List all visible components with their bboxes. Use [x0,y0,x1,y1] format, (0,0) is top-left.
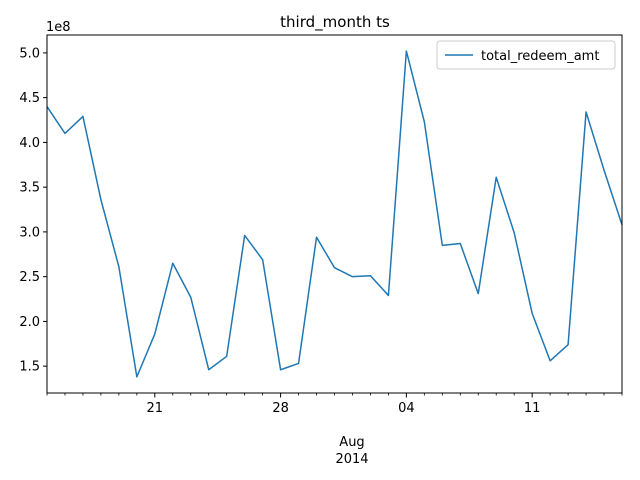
y-tick-label: 3.0 [19,225,40,240]
x-tick-label: 28 [272,401,289,416]
y-tick-label: 2.5 [19,270,40,285]
x-tick-label: 04 [398,401,415,416]
x-year-label: 2014 [335,452,368,467]
y-tick-label: 4.5 [19,91,40,106]
legend: total_redeem_amt [436,40,616,70]
x-tick-label: 21 [147,401,164,416]
x-month-label: Aug [339,435,364,450]
plot-frame [46,34,623,394]
y-tick-label: 2.0 [19,315,40,330]
y-tick-label: 4.0 [19,136,40,151]
y-tick-label: 1.5 [19,360,40,375]
y-tick-label: 3.5 [19,181,40,196]
legend-box [436,40,616,70]
y-tick-label: 5.0 [19,46,40,61]
y-offset-label: 1e8 [46,20,71,35]
series-line [46,50,623,378]
chart-title: third_month ts [280,13,390,32]
x-tick-label: 11 [524,401,541,416]
legend-entry: total_redeem_amt [481,49,599,64]
